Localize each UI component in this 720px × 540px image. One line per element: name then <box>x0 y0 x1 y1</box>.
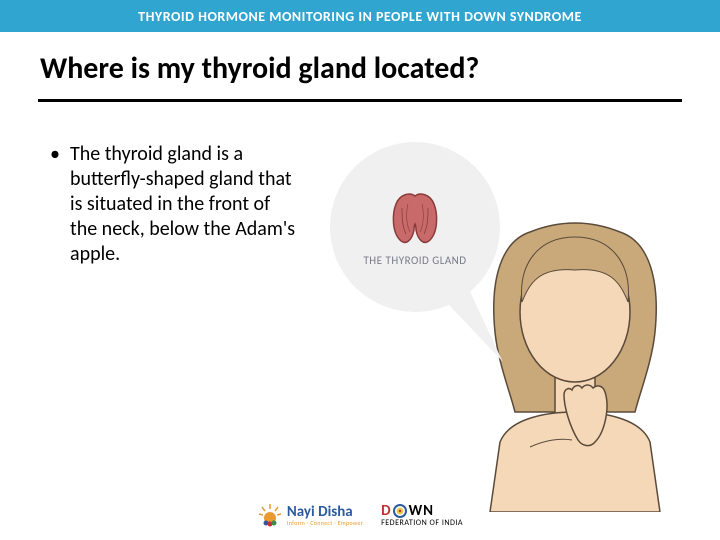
logo1-tag: Inform · Connect · Empower <box>287 520 363 526</box>
page-title: Where is my thyroid gland located? <box>0 32 720 99</box>
logo-nayi-disha: Nayi Disha Inform · Connect · Empower <box>257 502 363 528</box>
header-text: THYROID HORMONE MONITORING IN PEOPLE WIT… <box>138 8 582 25</box>
header-bar: THYROID HORMONE MONITORING IN PEOPLE WIT… <box>0 0 720 32</box>
bullet-dot: • <box>50 142 70 267</box>
bullet-item: • The thyroid gland is a butterfly-shape… <box>50 142 300 267</box>
image-column: THE THYROID GLAND <box>300 142 700 267</box>
thyroid-callout: THE THYROID GLAND <box>330 142 500 312</box>
logo-down-syndrome: D WN FEDERATION OF INDIA <box>381 504 463 527</box>
logo2-text: D WN FEDERATION OF INDIA <box>381 504 463 527</box>
bullet-text: The thyroid gland is a butterfly-shaped … <box>70 142 300 267</box>
logo-nayi-disha-text: Nayi Disha Inform · Connect · Empower <box>287 505 363 526</box>
callout-label: THE THYROID GLAND <box>363 254 466 267</box>
logo2-wn: WN <box>409 504 434 519</box>
footer: Nayi Disha Inform · Connect · Empower D … <box>0 490 720 540</box>
bullet-column: • The thyroid gland is a butterfly-shape… <box>50 142 300 267</box>
logo2-d: D <box>381 504 390 519</box>
logo1-name: Nayi Disha <box>287 505 363 520</box>
sun-icon <box>257 502 283 528</box>
thyroid-gland-icon <box>380 188 450 248</box>
down-circle-icon <box>393 504 407 518</box>
logo2-sub: FEDERATION OF INDIA <box>381 519 463 527</box>
content-row: • The thyroid gland is a butterfly-shape… <box>0 102 720 267</box>
